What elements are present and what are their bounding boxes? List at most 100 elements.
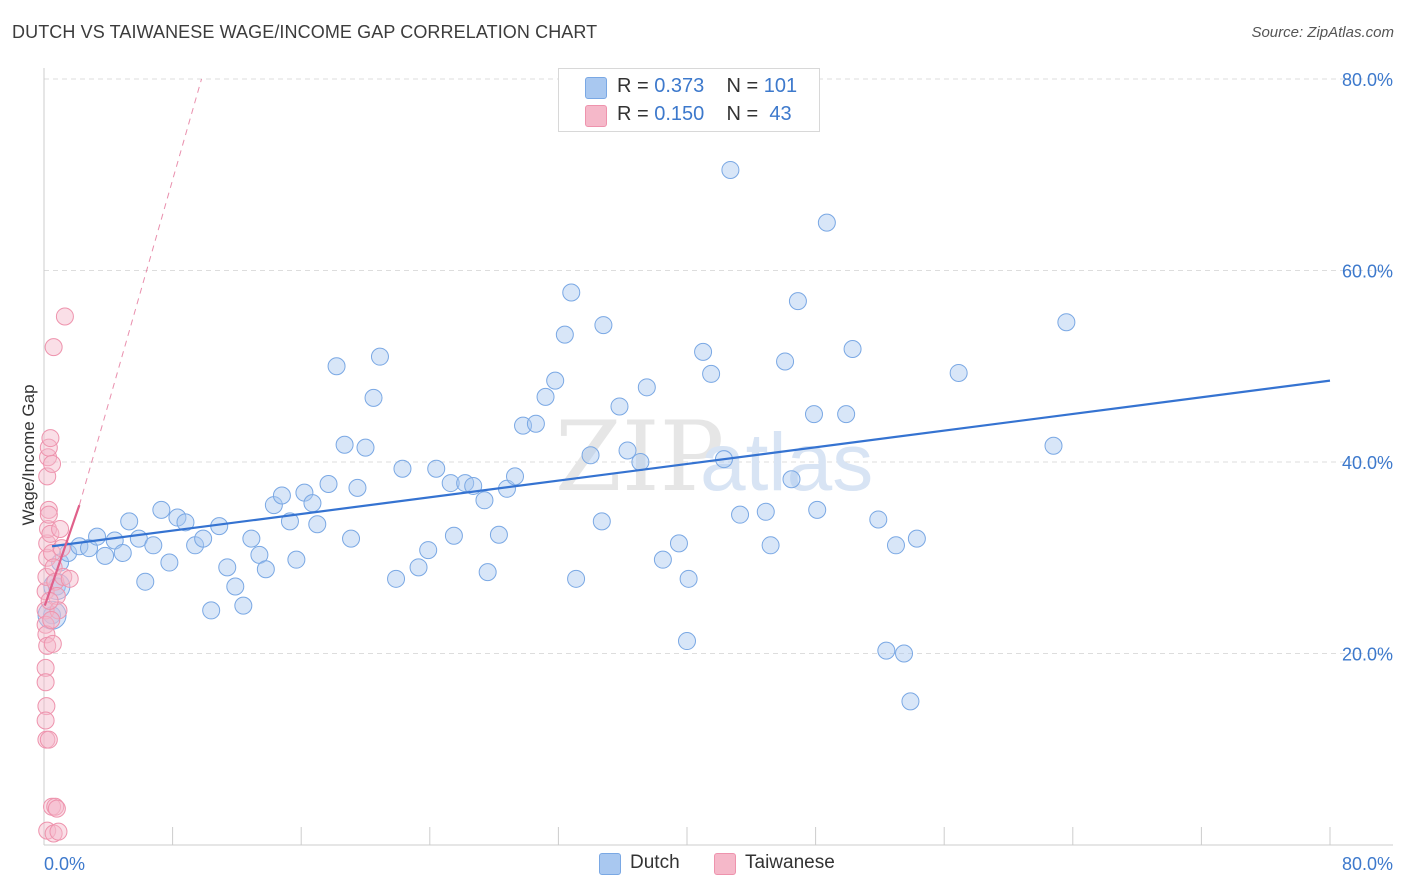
dutch-point	[152, 500, 171, 519]
taiwanese-point	[39, 505, 58, 524]
dutch-point	[567, 569, 586, 588]
y-tick-label: 40.0%	[1342, 453, 1393, 473]
dutch-point	[287, 550, 306, 569]
dutch-point	[678, 632, 696, 651]
legend-r-label: R =	[617, 75, 655, 97]
dutch-point	[342, 529, 361, 548]
dutch-point	[1057, 313, 1076, 332]
legend-n-label: N =	[726, 103, 764, 125]
taiwanese-point	[60, 569, 79, 588]
taiwanese-point	[43, 543, 62, 562]
dutch-point	[731, 505, 750, 524]
dutch-point	[546, 371, 565, 390]
legend-row-taiwanese: R = 0.150 N = 43	[585, 103, 792, 127]
dutch-point	[843, 340, 862, 359]
dutch-point	[319, 475, 338, 494]
taiwanese-point	[36, 658, 55, 677]
taiwanese-point	[38, 534, 57, 553]
dutch-point	[618, 441, 637, 460]
legend-r-value-dutch: 0.373	[654, 75, 705, 97]
dutch-point	[761, 536, 780, 555]
dutch-point	[202, 601, 221, 620]
dutch-point	[594, 316, 613, 335]
dutch-point	[160, 553, 179, 572]
x-tick-label: 80.0%	[1342, 854, 1393, 874]
dutch-point	[489, 525, 508, 544]
dutch-point	[475, 491, 494, 510]
bottom-legend-swatch-dutch	[599, 853, 621, 875]
y-tick-label: 20.0%	[1342, 645, 1393, 665]
dutch-point	[886, 536, 905, 555]
dutch-point	[120, 512, 139, 531]
dutch-point	[895, 644, 914, 663]
dutch-points	[37, 160, 1076, 711]
dutch-point	[817, 213, 836, 232]
dutch-point	[444, 526, 463, 545]
legend-swatch-dutch	[585, 77, 607, 99]
dutch-point	[756, 502, 775, 521]
dutch-point	[427, 459, 446, 478]
taiwanese-point	[38, 548, 57, 567]
dutch-point	[592, 512, 611, 531]
y-tick-label: 60.0%	[1342, 262, 1393, 282]
dutch-point	[776, 352, 795, 371]
legend-n-label: N =	[726, 75, 764, 97]
dutch-point	[721, 160, 740, 179]
dutch-point	[256, 560, 275, 579]
dutch-point	[669, 534, 688, 553]
dutch-point	[637, 378, 656, 397]
dutch-point	[505, 467, 524, 486]
dutch-point	[308, 515, 327, 534]
taiwanese-point	[42, 610, 61, 629]
dutch-point	[272, 486, 291, 505]
dutch-point	[949, 363, 968, 382]
taiwanese-point	[39, 500, 58, 519]
dutch-point	[782, 470, 801, 489]
dutch-point	[562, 283, 581, 302]
dutch-point	[242, 529, 261, 548]
dutch-point	[653, 550, 672, 569]
dutch-point	[631, 453, 650, 471]
bottom-legend-label-dutch: Dutch	[630, 852, 680, 873]
dutch-trend-line	[51, 379, 1331, 548]
dutch-point	[869, 510, 888, 529]
dutch-point	[804, 405, 823, 424]
taiwanese-point	[47, 799, 66, 818]
legend-n-value-taiwanese: 43	[763, 103, 792, 125]
taiwanese-points	[36, 307, 79, 843]
dutch-point	[176, 513, 195, 532]
dutch-point	[96, 546, 115, 565]
taiwanese-point	[44, 338, 63, 357]
dutch-point	[526, 414, 545, 433]
taiwanese-point	[51, 520, 70, 539]
taiwanese-point	[36, 673, 55, 692]
dutch-point	[136, 572, 155, 591]
taiwanese-trend-line	[43, 504, 81, 606]
dutch-point	[694, 342, 713, 361]
taiwanese-trend-extrapolation-line	[78, 78, 203, 506]
grid-lines	[44, 78, 1393, 654]
legend-n-value-dutch: 101	[763, 75, 798, 97]
dutch-point	[88, 527, 107, 546]
y-tick-label: 80.0%	[1342, 70, 1393, 90]
x-tick-label: 0.0%	[44, 854, 85, 874]
dutch-point	[356, 438, 375, 457]
taiwanese-point	[43, 634, 62, 653]
dutch-point	[679, 569, 698, 588]
watermark-atlas: atlas	[700, 417, 873, 508]
tick-labels: 20.0% 40.0% 60.0% 80.0% 0.0% 80.0%	[44, 70, 1393, 874]
trend-lines	[43, 379, 1331, 606]
dutch-point	[387, 569, 406, 588]
dutch-point	[808, 500, 827, 519]
taiwanese-point	[39, 730, 58, 749]
y-axis-label: Wage/Income Gap	[19, 384, 38, 525]
taiwanese-point	[36, 615, 55, 634]
taiwanese-point	[41, 429, 60, 448]
legend-r-value-taiwanese: 0.150	[654, 103, 705, 125]
taiwanese-point	[43, 454, 62, 473]
dutch-point	[419, 541, 438, 560]
watermark: ZIP atlas	[555, 401, 873, 513]
dutch-point	[113, 543, 132, 562]
dutch-point	[610, 397, 629, 416]
